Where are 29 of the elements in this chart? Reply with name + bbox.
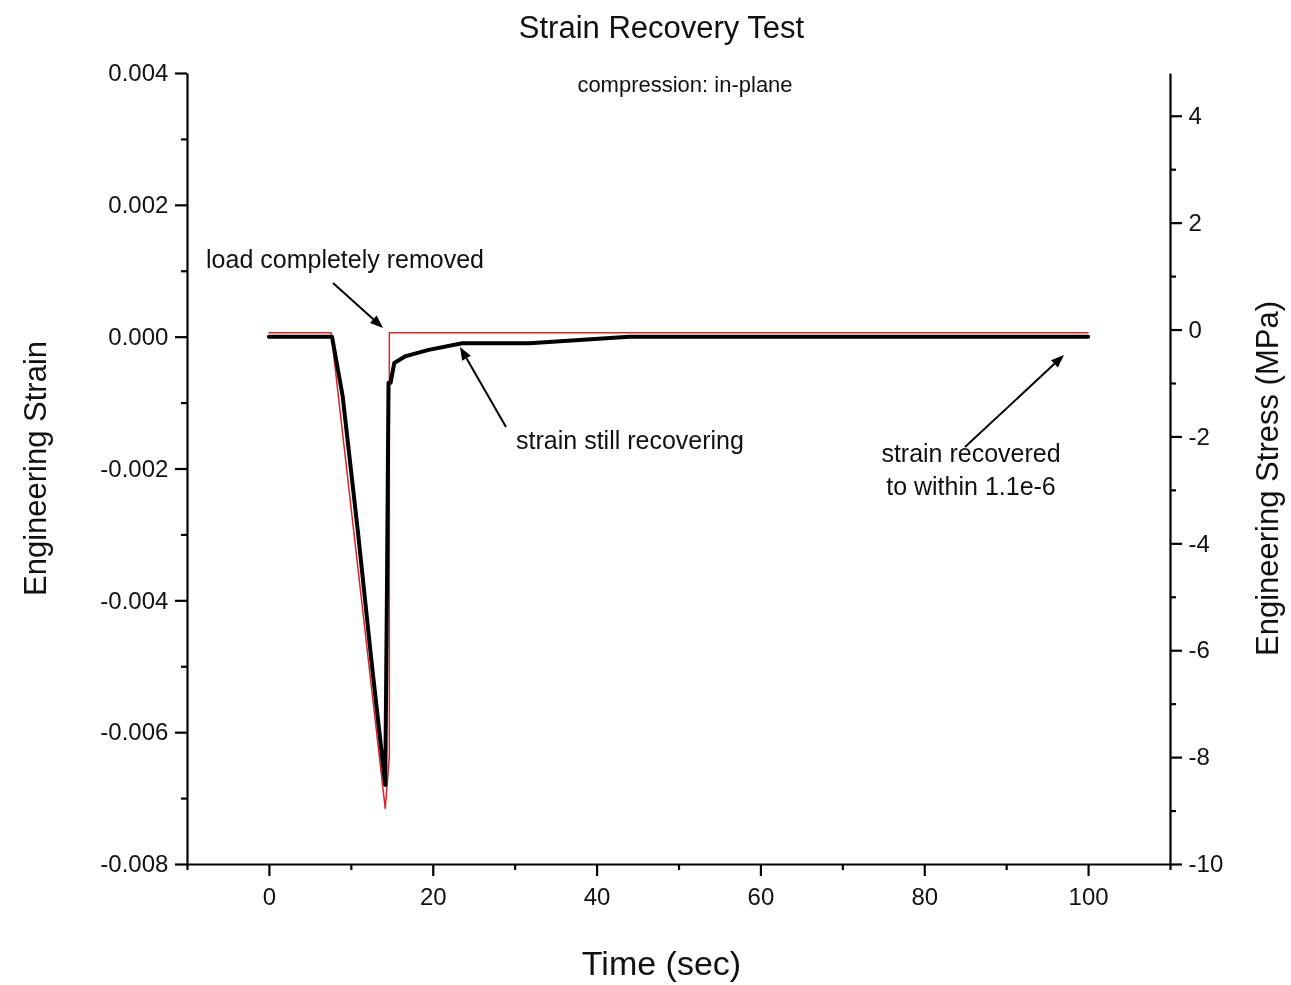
chart-subtitle: compression: in-plane <box>577 72 793 97</box>
annotation: load completely removed <box>206 245 484 273</box>
y-tick-label: 0.004 <box>108 59 169 87</box>
chart-title: Strain Recovery Test <box>518 10 805 45</box>
y2-tick-label: -6 <box>1188 636 1210 664</box>
x-tick-label: 100 <box>1068 883 1109 911</box>
y-tick-label: 0.002 <box>108 191 169 219</box>
y-tick-label: 0.000 <box>108 322 169 350</box>
y2-tick-label: 4 <box>1188 101 1202 129</box>
y2-tick-label: -4 <box>1188 529 1210 557</box>
annotation: strain still recovering <box>516 426 744 454</box>
y-tick-label: -0.004 <box>100 586 169 614</box>
y2-tick-label: 0 <box>1188 315 1202 343</box>
x-tick-label: 60 <box>747 883 775 911</box>
x-tick-label: 80 <box>911 883 939 911</box>
y-tick-label: -0.006 <box>100 718 169 746</box>
x-axis-title: Time (sec) <box>581 944 742 982</box>
x-tick-label: 20 <box>419 883 447 911</box>
annotation: strain recovered to within 1.1e-6 <box>881 439 1061 500</box>
x-tick-label: 0 <box>262 883 277 911</box>
y2-tick-label: 2 <box>1188 208 1202 236</box>
y2-tick-label: -2 <box>1188 422 1210 450</box>
x-tick-label: 40 <box>583 883 611 911</box>
y-tick-label: -0.008 <box>100 850 169 878</box>
y-tick-label: -0.002 <box>100 454 169 482</box>
y-axis-title: Engineering Strain <box>18 340 53 597</box>
y2-tick-label: -8 <box>1188 743 1210 771</box>
y2-tick-label: -10 <box>1188 850 1224 878</box>
y2-axis-title: Engineering Stress (MPa) <box>1250 301 1285 656</box>
